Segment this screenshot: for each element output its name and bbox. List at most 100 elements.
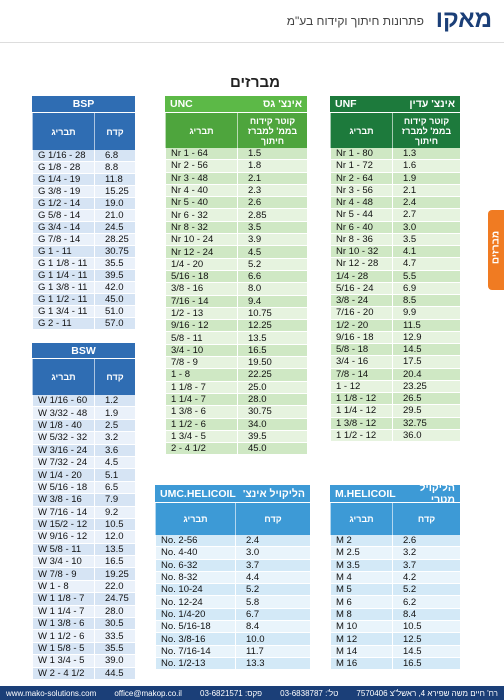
thread-size: No. 3/8-16 — [155, 633, 235, 645]
table-row: M 12 12.5 — [330, 633, 460, 646]
drill-size: 2.85 — [237, 209, 307, 221]
table-title: BSW — [71, 344, 96, 357]
thread-size: G 1 1/2 - 11 — [32, 294, 94, 305]
table-title: M.HELICOIL — [335, 487, 396, 500]
thread-size: M 2.5 — [330, 547, 392, 559]
drill-size: 3.7 — [392, 559, 460, 571]
table-row: No. 10-24 5.2 — [155, 584, 310, 597]
drill-size: 1.5 — [237, 148, 307, 160]
table-row: No. 6-32 3.7 — [155, 559, 310, 572]
drill-size: 1.3 — [392, 148, 460, 160]
thread-size: W 3/16 - 24 — [32, 444, 94, 456]
thread-size: No. 7/16-14 — [155, 645, 235, 657]
table-row: W 1 3/4 - 5 39.0 — [32, 655, 135, 668]
thread-size: Nr 2 - 56 — [165, 160, 237, 172]
drill-size: 2.3 — [237, 184, 307, 197]
thread-size: 1 1/8 - 12 — [330, 393, 392, 405]
table-row: 1 1/4 - 7 28.0 — [165, 393, 307, 407]
drill-size: 1.2 — [94, 395, 135, 407]
drill-size: 5.1 — [94, 469, 135, 481]
column-header: תבריג — [330, 503, 392, 535]
drill-size: 16.5 — [237, 344, 307, 357]
table-row: W 2 - 4 1/2 44.5 — [32, 667, 135, 680]
thread-size: 1/2 - 20 — [330, 319, 392, 331]
thread-size: G 3/4 - 14 — [32, 222, 94, 233]
thread-size: 3/8 - 24 — [330, 295, 392, 307]
table-row: 3/4 - 16 17.5 — [330, 356, 460, 369]
thread-size: W 3/32 - 48 — [32, 407, 94, 419]
drill-size: 13.5 — [237, 332, 307, 344]
thread-size: W 3/4 - 10 — [32, 556, 94, 568]
thread-size: G 5/8 - 14 — [32, 210, 94, 221]
drill-size: 8.8 — [94, 162, 135, 173]
thread-size: M 2 — [330, 535, 392, 547]
thread-size: W 2 - 4 1/2 — [32, 667, 94, 679]
thread-size: No. 5/16-18 — [155, 621, 235, 633]
page-title: מברזים — [230, 74, 280, 91]
table-row: No. 7/16-14 11.7 — [155, 645, 310, 658]
thread-size: 1 1/4 - 7 — [165, 393, 237, 406]
table-row: Nr 3 - 56 2.1 — [330, 184, 460, 197]
table-row: 7/8 - 9 19.50 — [165, 357, 307, 370]
drill-size: 6.9 — [392, 282, 460, 294]
drill-size: 25.0 — [237, 381, 307, 393]
thread-size: No. 1/2-13 — [155, 657, 235, 670]
table-row: M 10 10.5 — [330, 621, 460, 634]
table-title: UNF — [335, 98, 357, 110]
table-subtitle: אינצ' עדין — [409, 98, 455, 110]
thread-size: Nr 4 - 40 — [165, 184, 237, 197]
table-row: 3/8 - 24 8.5 — [330, 295, 460, 308]
thread-table: UMC.HELICOIL הליקויל אינצ' תבריג קדח No. 2-5… — [155, 485, 310, 671]
table-row: G 1/4 - 19 11.8 — [32, 174, 135, 186]
thread-size: No. 2-56 — [155, 535, 235, 547]
thread-size: G 1 3/4 - 11 — [32, 306, 94, 317]
table-row: 2 - 4 1/2 45.0 — [165, 443, 307, 456]
drill-size: 45.0 — [94, 294, 135, 305]
table-row: G 1 1/4 - 11 39.5 — [32, 270, 135, 282]
table-row: 1 3/8 - 6 30.75 — [165, 406, 307, 419]
table-row: 5/8 - 18 14.5 — [330, 344, 460, 357]
drill-size: 28.0 — [94, 605, 135, 618]
drill-size: 11.5 — [392, 319, 460, 331]
table-row: 3/8 - 16 8.0 — [165, 283, 307, 296]
thread-size: Nr 5 - 44 — [330, 209, 392, 221]
column-header-row: תבריג קוטר קידוח בממ' למברז חיתוך — [165, 112, 307, 148]
thread-size: No. 12-24 — [155, 596, 235, 608]
table-row: W 1 5/8 - 5 35.5 — [32, 642, 135, 656]
table-row: W 1/16 - 60 1.2 — [32, 395, 135, 408]
thread-size: 1/4 - 20 — [165, 258, 237, 270]
drill-size: 8.4 — [235, 621, 310, 633]
drill-size: 29.5 — [392, 405, 460, 417]
table-row: W 7/16 - 14 9.2 — [32, 506, 135, 519]
column-header: קוטר קידוח בממ' למברז חיתוך — [392, 113, 460, 148]
thread-size: Nr 2 - 64 — [330, 172, 392, 184]
drill-size: 16.5 — [94, 556, 135, 568]
drill-size: 6.2 — [392, 596, 460, 608]
column-header: קדח — [94, 113, 135, 150]
drill-size: 24.75 — [94, 593, 135, 605]
drill-size: 35.5 — [94, 642, 135, 655]
thread-size: M 3.5 — [330, 559, 392, 571]
thread-size: W 1 5/8 - 5 — [32, 642, 94, 655]
thread-size: W 7/32 - 24 — [32, 456, 94, 469]
drill-size: 8.4 — [392, 608, 460, 621]
thread-size: G 1/2 - 14 — [32, 198, 94, 209]
thread-size: 3/4 - 16 — [330, 356, 392, 368]
header: מאקו פתרונות חיתוך וקידוח בע"מ — [0, 0, 504, 43]
footer-website[interactable]: www.mako-solutions.com — [6, 688, 97, 698]
table-row: Nr 5 - 44 2.7 — [330, 209, 460, 222]
table-row: W 5/8 - 11 13.5 — [32, 543, 135, 557]
drill-size: 45.0 — [237, 443, 307, 455]
table-row: 1/4 - 28 5.5 — [330, 270, 460, 283]
table-row: G 1 - 11 30.75 — [32, 246, 135, 258]
table-row: Nr 10 - 32 4.1 — [330, 246, 460, 259]
drill-size: 26.5 — [392, 393, 460, 405]
drill-size: 28.0 — [237, 393, 307, 406]
drill-size: 14.5 — [392, 344, 460, 356]
drill-size: 22.0 — [94, 580, 135, 593]
drill-size: 5.2 — [237, 258, 307, 270]
footer-email[interactable]: office@makop.co.il — [114, 688, 182, 698]
drill-size: 11.7 — [235, 645, 310, 657]
